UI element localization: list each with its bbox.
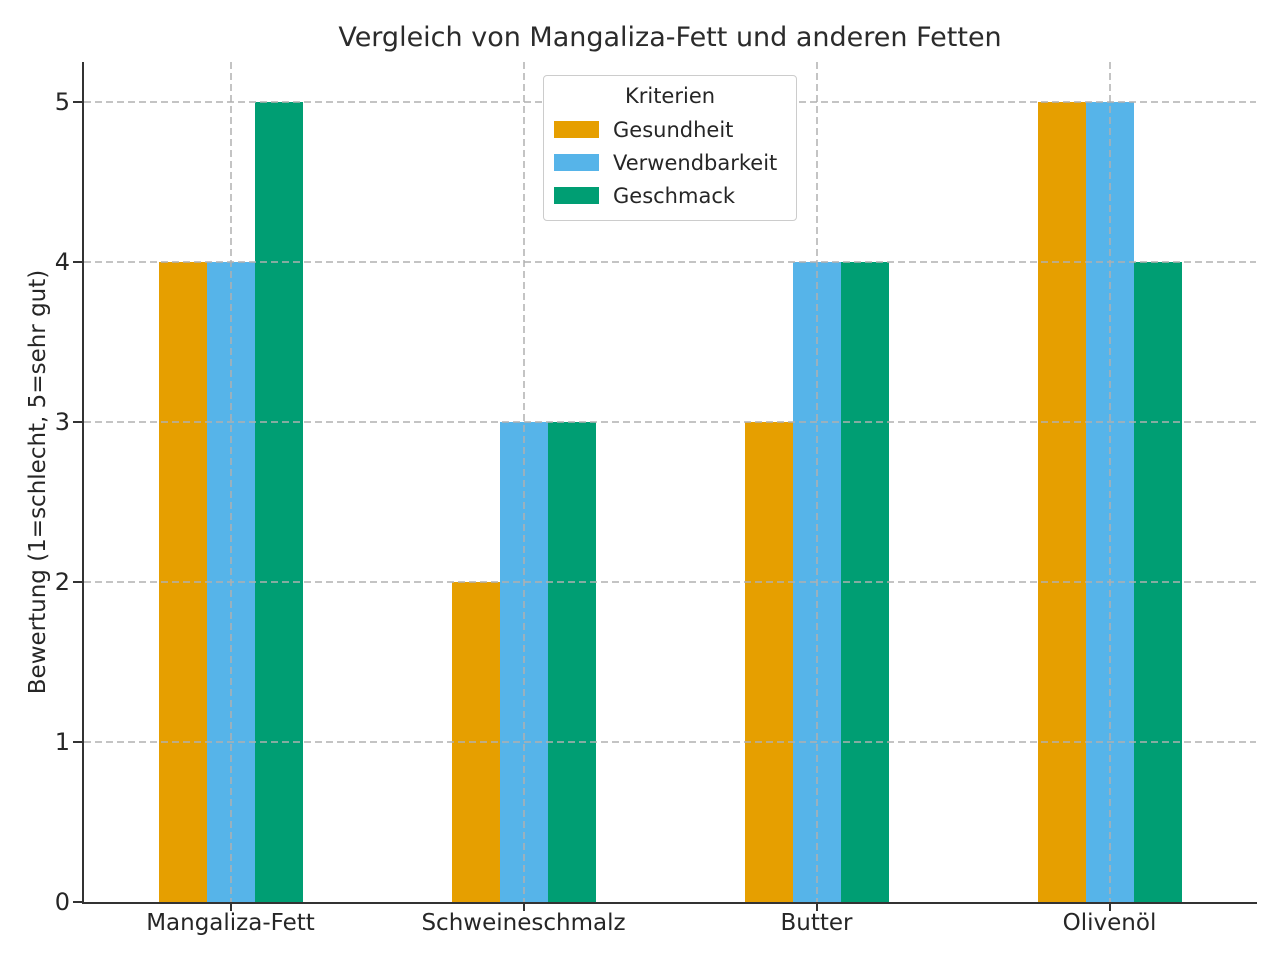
- x-axis-spine: [82, 902, 1257, 904]
- y-tick-label: 2: [54, 568, 70, 596]
- legend: Kriterien Gesundheit Verwendbarkeit Geschm…: [543, 75, 797, 222]
- y-tick-label: 1: [54, 728, 70, 756]
- legend-entry: Geschmack: [554, 179, 786, 212]
- gridline-v: [815, 62, 818, 902]
- y-tick-mark: [73, 581, 83, 583]
- y-axis-label: Bewertung (1=schlecht, 5=sehr gut): [25, 269, 51, 695]
- x-tick-label: Schweineschmalz: [421, 910, 626, 936]
- x-tick-mark: [229, 902, 232, 911]
- x-tick-label: Olivenöl: [1062, 910, 1157, 936]
- legend-swatch-icon: [554, 154, 599, 172]
- y-tick-label: 5: [54, 88, 70, 116]
- bar-gesundheit-3: [1037, 102, 1086, 902]
- x-tick-label: Mangaliza-Fett: [146, 910, 315, 936]
- legend-entry-label: Geschmack: [613, 183, 736, 208]
- legend-swatch-icon: [554, 187, 599, 205]
- legend-entry: Verwendbarkeit: [554, 146, 786, 179]
- legend-entry-label: Verwendbarkeit: [613, 150, 778, 175]
- y-tick-label: 4: [54, 248, 70, 276]
- gridline-v: [522, 62, 525, 902]
- gridline-h: [84, 581, 1256, 583]
- y-tick-label: 0: [54, 888, 70, 916]
- gridline-h: [84, 421, 1256, 423]
- gridline-h: [84, 261, 1256, 263]
- gridline-v: [229, 62, 232, 902]
- y-axis-spine: [82, 62, 84, 904]
- legend-swatch-icon: [554, 121, 599, 139]
- y-tick-mark: [73, 421, 83, 423]
- legend-title: Kriterien: [624, 84, 716, 108]
- gridline-v: [1108, 62, 1111, 902]
- bar-geschmack-1: [547, 422, 596, 902]
- legend-entry: Gesundheit: [554, 113, 786, 146]
- x-tick-label: Butter: [780, 910, 853, 936]
- y-tick-label: 3: [54, 408, 70, 436]
- legend-entries: Gesundheit Verwendbarkeit Geschmack: [554, 113, 786, 212]
- x-tick-mark: [1108, 902, 1111, 911]
- gridline-h: [84, 741, 1256, 743]
- y-tick-mark: [73, 741, 83, 743]
- bar-geschmack-0: [254, 102, 303, 902]
- legend-entry-label: Gesundheit: [613, 117, 734, 142]
- x-tick-mark: [522, 902, 525, 911]
- bar-gesundheit-2: [744, 422, 793, 902]
- plot-area: 0 1 2 3 4 5 Mangaliza-Fett Schweineschmalz Butte…: [55, 62, 1257, 936]
- y-tick-mark: [73, 261, 83, 263]
- y-tick-mark: [73, 101, 83, 103]
- y-tick-mark: [73, 901, 83, 903]
- x-tick-mark: [815, 902, 818, 911]
- chart-title: Vergleich von Mangaliza-Fett und anderen…: [338, 22, 1002, 53]
